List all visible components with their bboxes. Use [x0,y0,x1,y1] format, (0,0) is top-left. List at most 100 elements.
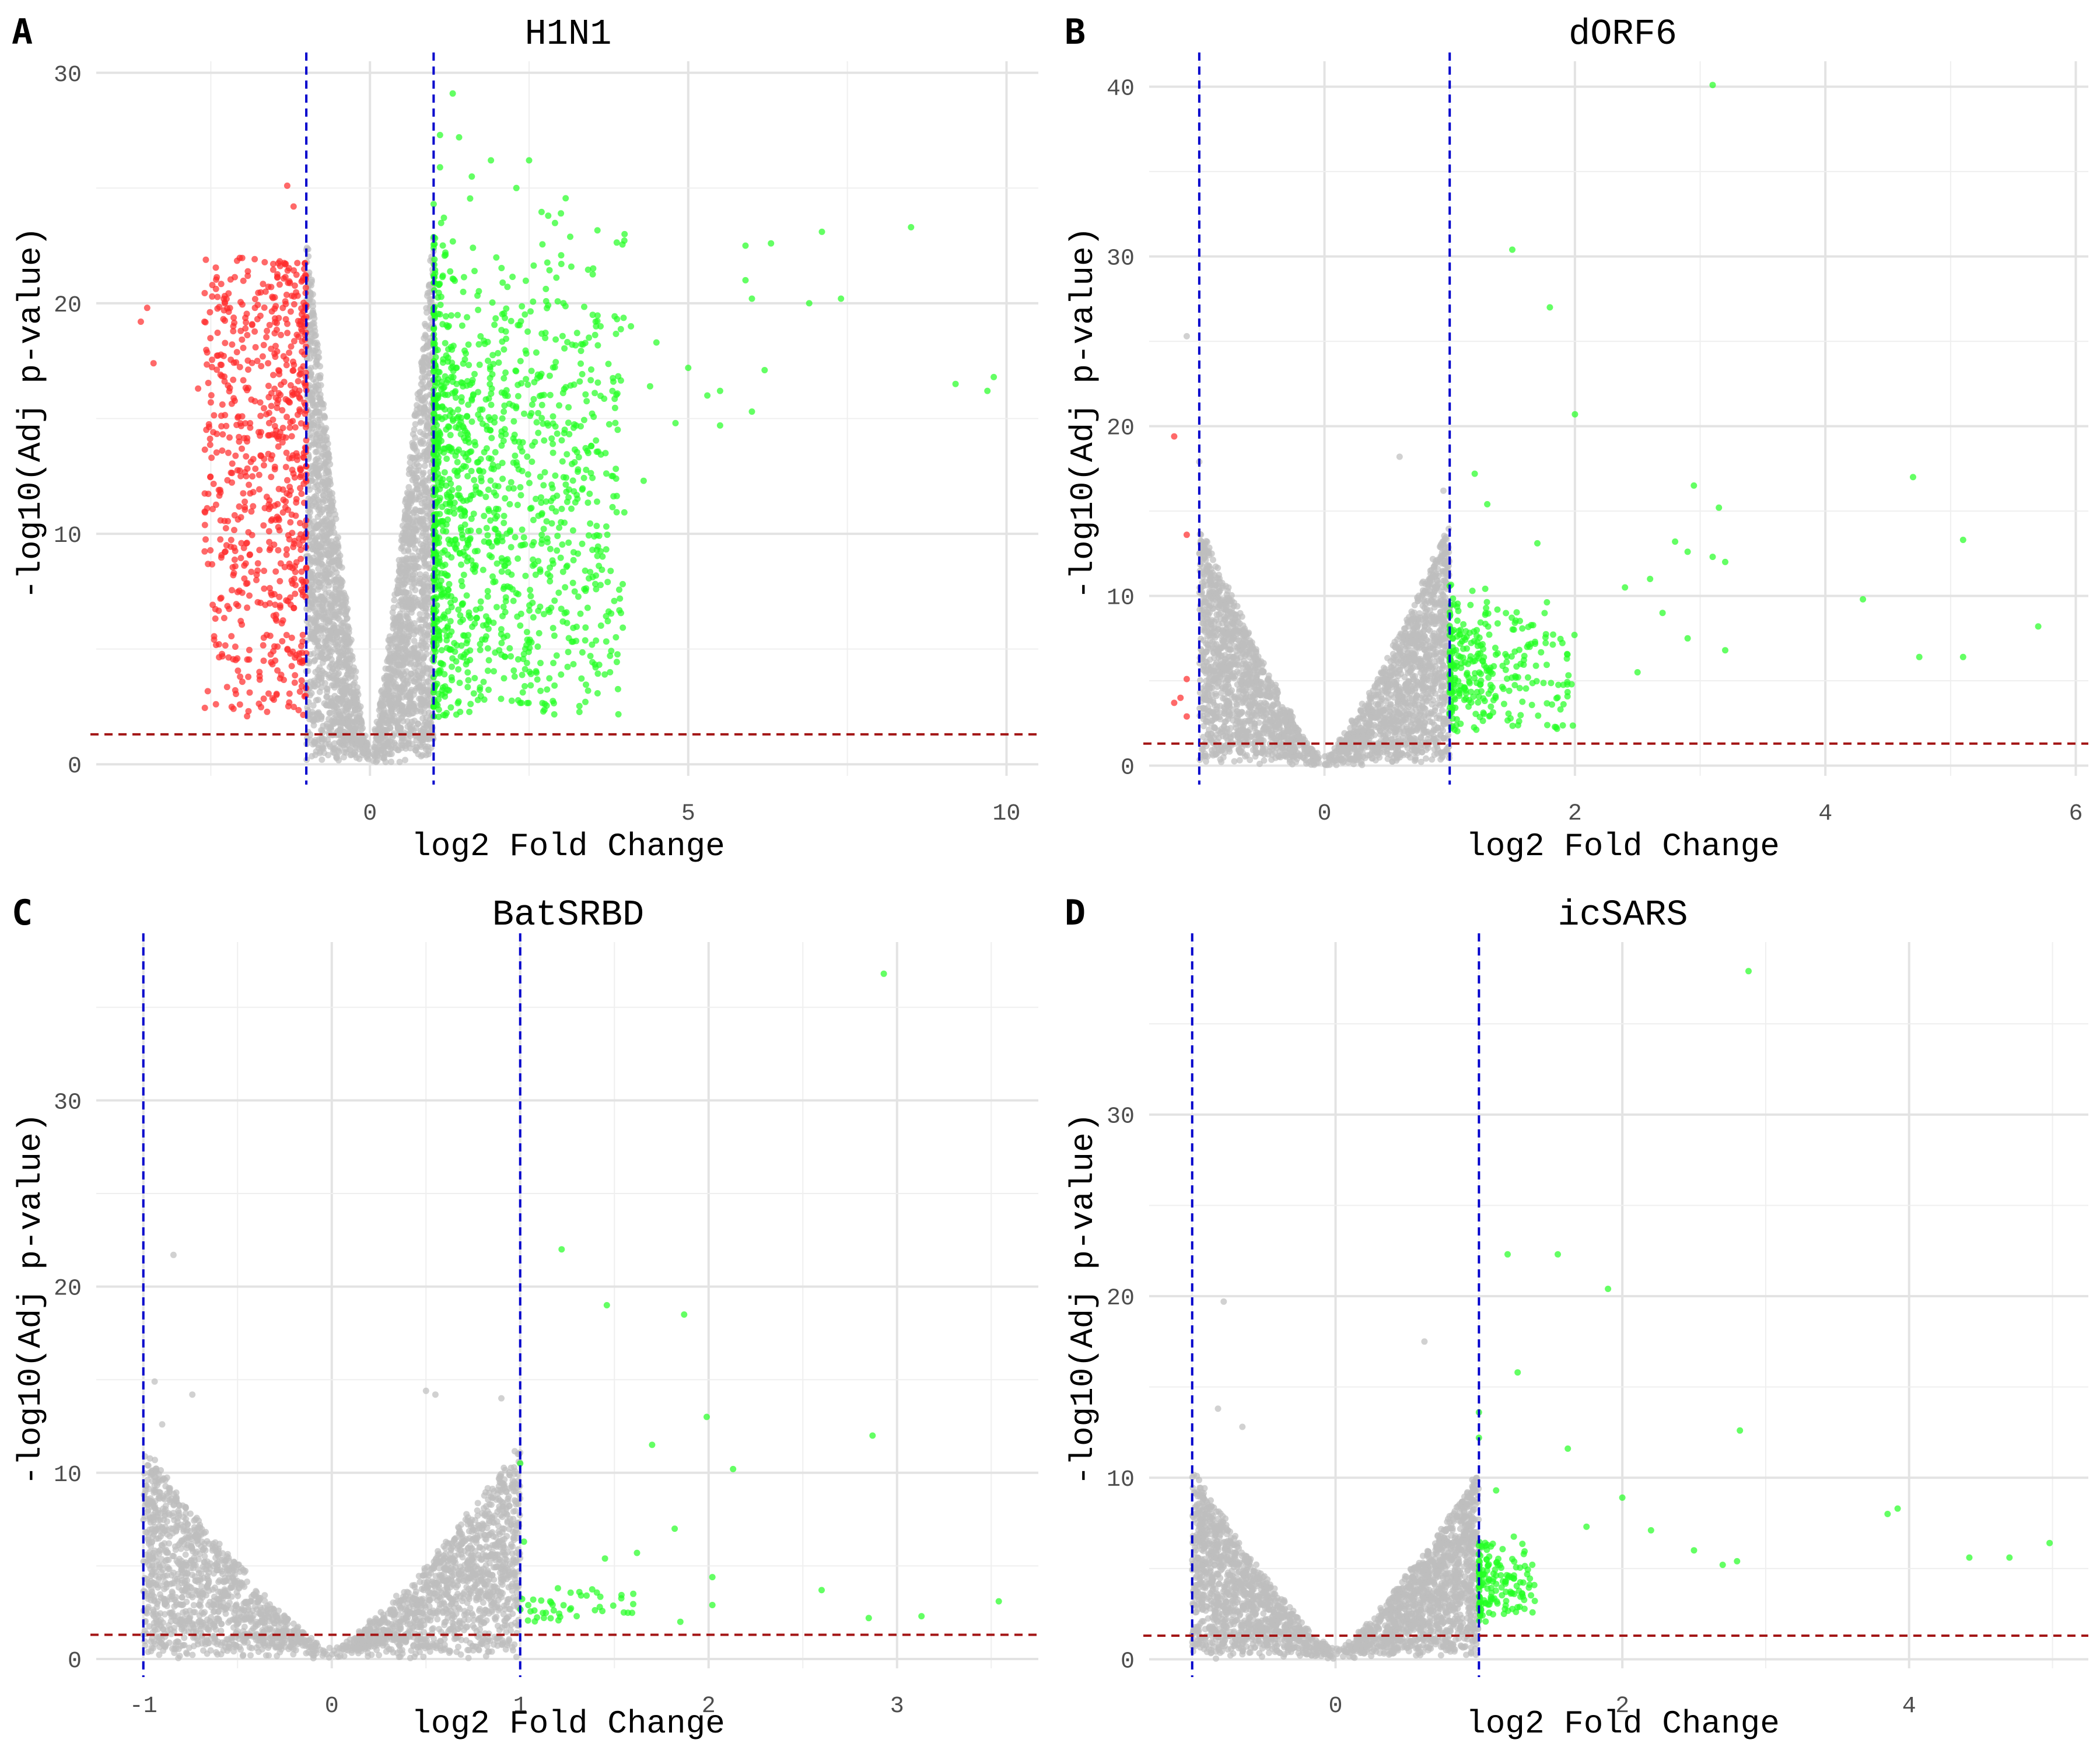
point-up [565,539,572,546]
point-up [584,266,592,273]
point-not-significant [391,619,398,626]
point-down [277,391,284,398]
point-up [474,548,481,554]
point-up [609,503,616,510]
point-up [522,645,528,652]
point-not-significant [389,609,396,616]
point-down [282,260,289,267]
point-down [218,351,225,358]
point-not-significant [419,661,426,668]
point-down [239,678,246,685]
point-down [252,344,259,351]
point-up [459,322,466,329]
point-not-significant [328,592,335,598]
point-not-significant [395,587,402,594]
point-up [470,244,477,251]
point-up [548,435,555,442]
point-not-significant [410,430,416,438]
point-not-significant [419,598,426,606]
point-down [283,449,290,456]
point-down [254,358,261,365]
point-up [519,468,526,474]
point-up [550,625,556,632]
point-down [205,380,212,386]
point-up [447,344,454,351]
point-up [485,657,492,664]
point-up [537,603,544,610]
point-not-significant [410,454,416,461]
point-down [230,572,237,579]
point-not-significant [337,712,344,719]
point-up [521,410,527,417]
point-down [254,560,261,567]
point-up [550,560,556,567]
point-up [488,157,495,164]
point-down [293,499,300,506]
point-not-significant [334,660,341,667]
point-up [742,276,749,284]
point-not-significant [318,713,325,720]
point-up [460,572,467,578]
point-up [587,520,594,527]
point-down [220,295,228,302]
point-up [589,573,596,580]
point-up [468,468,475,474]
point-not-significant [344,639,351,646]
point-not-significant [409,439,416,446]
point-down [222,548,229,555]
point-down [250,489,257,496]
point-down [256,547,263,554]
point-up [748,295,755,302]
point-up [768,240,775,247]
point-up [460,288,467,295]
point-not-significant [400,583,407,590]
point-down [256,700,262,707]
point-up [502,653,509,660]
point-up [653,339,660,346]
point-up [485,487,492,493]
point-down [287,308,294,315]
point-down [292,672,299,679]
point-up [541,706,548,713]
point-up [436,495,443,502]
point-up [569,527,576,534]
point-up [614,426,621,433]
point-up [570,488,578,495]
point-down [216,492,223,499]
point-up [991,373,998,380]
point-down [297,370,304,377]
point-down [225,309,232,315]
point-up [531,439,538,446]
point-down [228,470,235,476]
point-not-significant [419,752,426,758]
point-up [436,164,443,171]
point-up [502,314,508,321]
point-up [542,285,550,292]
point-up [569,477,576,484]
point-up [523,376,530,383]
point-up [562,195,569,202]
point-down [268,308,275,315]
point-not-significant [329,520,336,527]
point-not-significant [382,665,389,672]
point-not-significant [312,449,319,456]
point-up [457,419,464,426]
point-up [568,505,575,512]
panel-letter: B [1065,12,1086,52]
point-up [487,363,494,370]
point-not-significant [419,587,426,594]
point-up [458,398,465,405]
point-up [466,612,473,619]
point-up [529,401,536,408]
point-up [560,474,567,481]
point-up [464,314,471,321]
point-up [535,512,542,519]
point-not-significant [417,482,424,489]
point-up [568,263,575,270]
point-up [550,495,556,502]
point-not-significant [317,465,324,472]
point-down [201,490,208,497]
point-up [562,481,569,488]
point-up [838,295,845,302]
point-down [247,459,254,466]
